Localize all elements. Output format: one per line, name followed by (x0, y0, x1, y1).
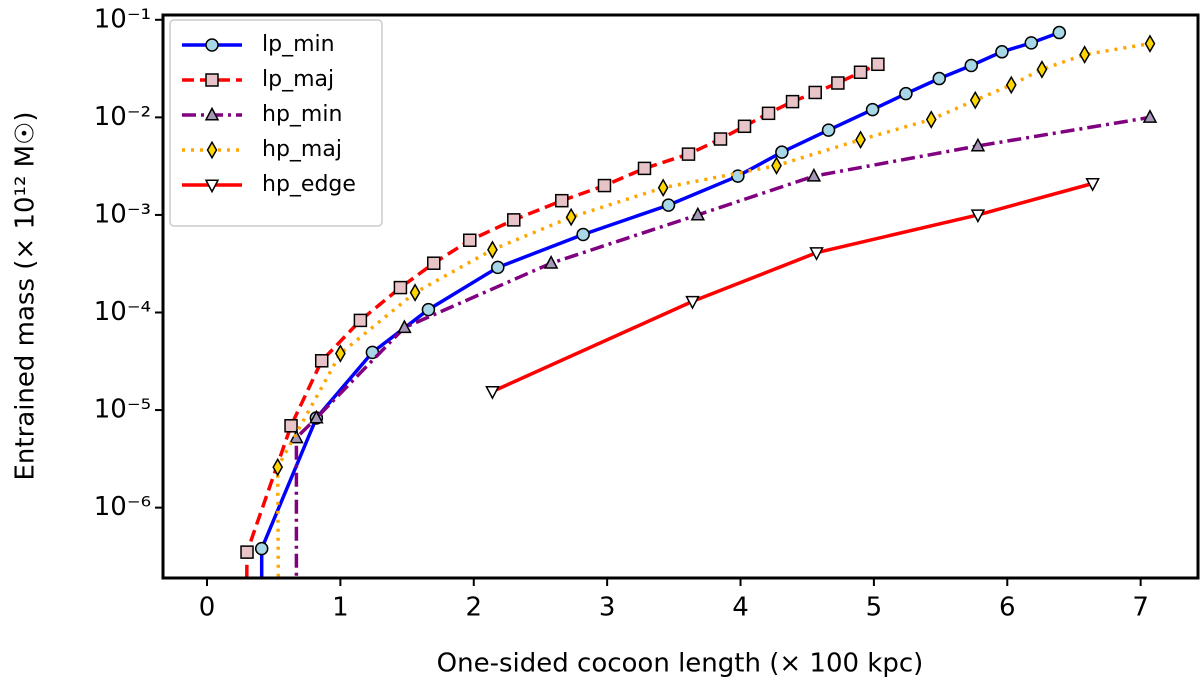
marker (899, 86, 913, 101)
x-tick-label: 2 (465, 593, 482, 623)
marker (1142, 109, 1158, 123)
marker (555, 193, 569, 208)
marker (1052, 25, 1067, 40)
marker (995, 45, 1009, 59)
marker (761, 106, 776, 121)
marker (964, 58, 979, 73)
marker (661, 198, 676, 212)
marker (737, 119, 752, 134)
marker (1144, 34, 1156, 53)
marker (775, 145, 789, 159)
marker (272, 457, 284, 477)
marker (254, 541, 269, 556)
marker (685, 295, 700, 310)
marker (204, 106, 220, 121)
marker (865, 102, 880, 117)
x-tick-label: 1 (332, 593, 349, 623)
marker (314, 354, 329, 368)
y-tick-label: 10⁻³ (94, 199, 151, 229)
marker (855, 130, 866, 150)
marker (205, 73, 219, 87)
series-line (491, 181, 1094, 394)
y-tick-label: 10⁻² (94, 102, 151, 132)
marker (576, 227, 590, 242)
marker (353, 313, 368, 328)
marker (205, 38, 219, 52)
y-tick-label: 10⁻¹ (94, 4, 151, 34)
legend-label: hp_edge (262, 172, 356, 197)
x-tick-label: 5 (866, 593, 883, 623)
marker (240, 545, 254, 559)
marker (785, 94, 800, 109)
marker (204, 179, 220, 194)
legend-label: hp_min (262, 102, 342, 127)
marker (463, 233, 477, 248)
marker (713, 132, 728, 146)
axes-frame (161, 13, 1200, 580)
legend-label: hp_maj (262, 137, 342, 162)
marker (808, 85, 822, 100)
marker (806, 167, 822, 182)
marker (1005, 75, 1017, 95)
marker (491, 260, 505, 275)
y-tick-label: 10⁻⁶ (94, 492, 151, 522)
marker (1079, 45, 1090, 64)
legend-box (169, 19, 383, 227)
x-axis-label: One-sided cocoon length (× 100 kpc) (437, 649, 924, 679)
marker (507, 213, 521, 227)
marker (657, 178, 669, 198)
marker (1036, 60, 1048, 79)
marker (853, 65, 868, 80)
x-tick-label: 3 (599, 593, 616, 623)
x-tick-label: 4 (732, 593, 749, 623)
marker (543, 255, 559, 269)
marker (309, 409, 324, 424)
legend-label: lp_maj (262, 67, 334, 92)
marker (397, 319, 412, 334)
marker (637, 161, 652, 176)
marker (970, 137, 986, 152)
marker (871, 57, 885, 72)
marker (597, 178, 612, 193)
y-axis-label: Entrained mass (× 10¹² M☉) (11, 111, 41, 480)
marker (206, 140, 218, 160)
marker (284, 419, 298, 433)
marker (565, 207, 577, 227)
y-tick-label: 10⁻⁴ (94, 297, 151, 327)
marker (421, 302, 436, 317)
marker (932, 71, 946, 86)
x-tick-label: 0 (199, 593, 216, 623)
marker (690, 206, 706, 221)
marker (393, 280, 408, 295)
marker (1024, 36, 1039, 50)
marker (925, 110, 937, 129)
x-tick-label: 7 (1132, 593, 1149, 623)
marker (821, 123, 836, 137)
x-tick-label: 6 (999, 593, 1016, 623)
marker (771, 156, 782, 175)
marker (487, 240, 498, 260)
marker (427, 256, 441, 270)
marker (681, 147, 696, 161)
marker (970, 209, 986, 224)
y-tick-label: 10⁻⁵ (94, 395, 151, 425)
marker (409, 283, 421, 302)
plot-area (240, 25, 1158, 578)
marker (831, 76, 845, 90)
marker (1085, 177, 1100, 192)
legend: lp_min lp_maj hp_min hp_maj hp_edge (169, 19, 383, 227)
marker (485, 385, 500, 400)
marker (809, 247, 824, 261)
legend-label: lp_min (262, 32, 335, 57)
marker (335, 344, 346, 363)
marker (969, 90, 981, 110)
